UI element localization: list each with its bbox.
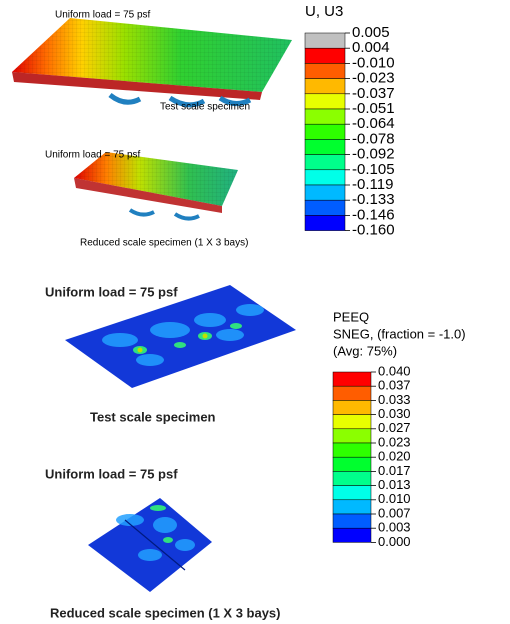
legend-swatch [333,457,371,471]
contour-plot [88,498,212,592]
legend-label: 0.017 [378,463,411,478]
legend-label: -0.160 [352,222,395,239]
legend-swatch [305,155,345,170]
legend-swatch [305,124,345,139]
legend-swatch [305,109,345,124]
legend-label: 0.040 [378,363,411,378]
legend-swatch [333,386,371,400]
legend-label: 0.020 [378,449,411,464]
legend-swatch [305,33,345,48]
contour-plot [65,285,296,388]
legend-swatch [333,528,371,542]
legend-swatch [305,79,345,94]
legend-swatch [305,139,345,154]
legend-label: 0.027 [378,420,411,435]
legend-swatch [333,471,371,485]
legend-label: 0.037 [378,378,411,393]
legend-swatch [305,48,345,63]
caption: Reduced scale specimen (1 X 3 bays) [80,238,248,249]
legend-title: SNEG, (fraction = -1.0) [333,326,466,341]
legend-swatch [305,170,345,185]
caption: Test scale specimen [90,409,216,424]
legend-swatch [333,500,371,514]
legend-swatch [305,185,345,200]
contour-plot [12,18,292,105]
legend-label: 0.030 [378,406,411,421]
legend-swatch [333,429,371,443]
legend-label: 0.000 [378,534,411,549]
load-label: Uniform load = 75 psf [55,10,151,21]
legend-title: (Avg: 75%) [333,343,397,358]
legend-title: U, U3 [305,3,343,20]
legend-label: 0.003 [378,520,411,535]
legend-swatch [305,200,345,215]
legend-swatch [333,415,371,429]
figure: Uniform load = 75 psf Test scale specime… [0,0,510,624]
legend-swatch [333,514,371,528]
load-label: Uniform load = 75 psf [45,150,141,161]
caption: Reduced scale specimen (1 X 3 bays) [50,605,281,620]
legend-swatch [305,215,345,230]
legend-label: 0.013 [378,477,411,492]
legend-label: 0.023 [378,434,411,449]
legend-label: 0.033 [378,392,411,407]
load-label: Uniform load = 75 psf [45,466,178,481]
legend-label: 0.010 [378,491,411,506]
legend-title: PEEQ [333,309,369,324]
legend-swatch [333,372,371,386]
caption: Test scale specimen [160,102,250,113]
legend-swatch [305,94,345,109]
load-label: Uniform load = 75 psf [45,284,178,299]
legend-swatch [333,400,371,414]
legend-swatch [333,443,371,457]
contour-plot [74,152,238,219]
legend-swatch [305,63,345,78]
legend-label: 0.007 [378,505,411,520]
legend-swatch [333,486,371,500]
